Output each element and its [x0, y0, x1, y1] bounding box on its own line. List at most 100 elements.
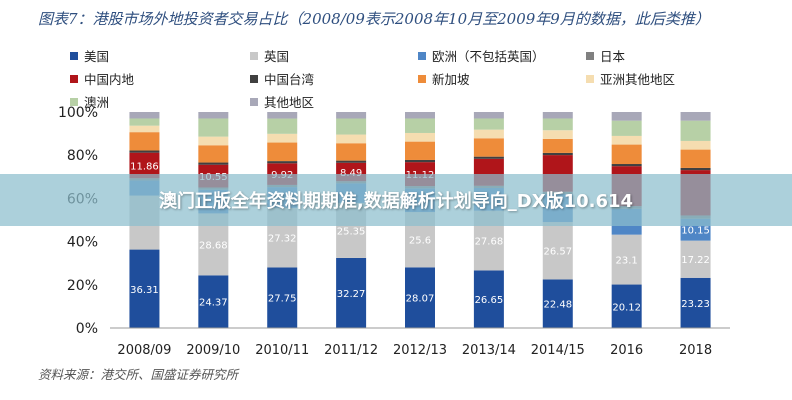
data-label: 11.86: [130, 161, 159, 172]
bar-segment: [542, 279, 573, 328]
data-label: 27.75: [268, 294, 297, 305]
x-tick-label: 2008/09: [117, 343, 171, 358]
bar-segment: [129, 125, 160, 133]
legend-item: 欧洲（不包括英国）: [418, 46, 586, 65]
legend-label: 其他地区: [264, 95, 315, 110]
chart-title: 图表7：港股市场外地投资者交易占比（2008/09表示2008年10月至2009…: [38, 10, 710, 28]
data-label: 23.1: [616, 256, 638, 267]
bar-segment: [405, 141, 435, 160]
bar-segment: [129, 150, 160, 153]
legend-swatch: [418, 74, 426, 83]
legend-label: 英国: [264, 49, 290, 64]
bar-segment: [336, 112, 367, 119]
bar-segment: [473, 138, 504, 157]
source-note: 资料来源：港交所、国盛证券研究所: [38, 367, 239, 382]
x-tick-label: 2009/10: [186, 343, 240, 358]
legend-label: 亚洲其他地区: [600, 72, 676, 87]
legend-item: 新加坡: [418, 69, 586, 88]
bar-segment: [542, 222, 573, 280]
data-label: 23.23: [681, 299, 710, 310]
banner-text: 澳门正版全年资料期期准,数据解析计划导向_DX版10.614: [158, 191, 634, 212]
bar-segment: [198, 275, 229, 328]
bar-segment: [198, 118, 229, 137]
bar-segment: [680, 167, 711, 171]
x-tick-label: 2014/15: [531, 343, 585, 358]
x-tick-label: 2018: [679, 343, 712, 358]
bar-segment: [542, 152, 573, 156]
data-label: 36.31: [130, 285, 159, 296]
bar-segment: [405, 118, 435, 133]
legend-item: 亚洲其他地区: [586, 69, 716, 88]
legend-label: 欧洲（不包括英国）: [432, 49, 545, 64]
y-tick-label: 100%: [58, 105, 98, 121]
bar-segment: [611, 164, 642, 167]
bar-segment: [267, 133, 298, 143]
y-tick-label: 20%: [67, 278, 98, 294]
bar-segment: [680, 149, 711, 168]
y-tick-label: 80%: [67, 148, 98, 164]
legend-item: 中国内地: [70, 69, 250, 88]
legend-label: 中国内地: [84, 72, 135, 87]
bar-segment: [198, 112, 229, 119]
bar-segment: [473, 156, 504, 159]
data-label: 17.22: [681, 255, 710, 266]
bar-segment: [336, 143, 367, 161]
bar-segment: [129, 118, 160, 126]
data-label: 25.6: [409, 236, 431, 247]
bar-segment: [473, 270, 504, 328]
legend-swatch: [70, 74, 78, 83]
legend-swatch: [70, 97, 78, 106]
bar-segment: [405, 159, 435, 163]
legend-item: 其他地区: [250, 92, 418, 111]
bar-segment: [336, 134, 367, 144]
data-label: 26.57: [543, 247, 572, 258]
legend-item: 澳洲: [70, 92, 250, 111]
bar-segment: [267, 267, 298, 328]
bar-segment: [611, 112, 642, 121]
bar-segment: [129, 112, 160, 119]
bar-segment: [267, 161, 298, 164]
legend-label: 新加坡: [432, 72, 470, 87]
legend-swatch: [250, 97, 258, 106]
bar-segment: [473, 118, 504, 130]
x-tick-label: 2012/13: [393, 343, 447, 358]
bar-segment: [129, 249, 160, 328]
x-tick-label: 2010/11: [255, 343, 309, 358]
legend-item: 美国: [70, 46, 250, 65]
bar-segment: [267, 118, 298, 134]
x-tick-label: 2011/12: [324, 343, 378, 358]
bar-segment: [611, 234, 642, 285]
bar-segment: [680, 112, 711, 121]
legend-item: 中国台湾: [250, 69, 418, 88]
data-label: 8.49: [340, 168, 362, 179]
bar-segment: [542, 118, 573, 131]
bar-segment: [336, 257, 367, 328]
bar-segment: [680, 277, 711, 328]
legend-label: 中国台湾: [264, 72, 315, 87]
data-label: 27.68: [475, 237, 504, 248]
legend-swatch: [250, 51, 258, 60]
legend-label: 日本: [600, 49, 626, 64]
bar-segment: [680, 240, 711, 278]
bar-segment: [198, 136, 229, 146]
bar-segment: [680, 140, 711, 150]
bar-segment: [611, 284, 642, 328]
data-label: 20.12: [612, 302, 641, 313]
data-label: 27.32: [268, 234, 297, 245]
data-label: 28.07: [406, 294, 435, 305]
legend-swatch: [70, 51, 78, 60]
bar-segment: [198, 145, 229, 163]
bar-segment: [267, 142, 298, 162]
data-label: 22.48: [543, 300, 572, 311]
legend-swatch: [586, 74, 594, 83]
x-tick-label: 2013/14: [462, 343, 516, 358]
legend-swatch: [418, 51, 426, 60]
legend-swatch: [586, 51, 594, 60]
legend-item: 日本: [586, 46, 716, 65]
data-label: 28.68: [199, 240, 228, 251]
x-tick-label: 2016: [610, 343, 643, 358]
bar-segment: [680, 120, 711, 141]
bar-segment: [405, 112, 435, 119]
bar-segment: [336, 118, 367, 135]
bar-segment: [611, 120, 642, 136]
